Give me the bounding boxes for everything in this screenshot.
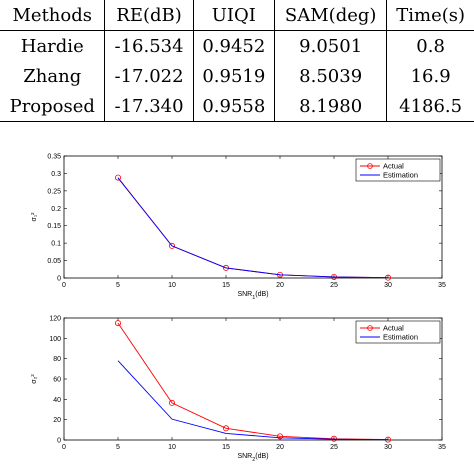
y-tick-label: 20 — [53, 417, 61, 424]
x-tick-label: 10 — [168, 444, 176, 451]
table-cell: 8.5039 — [274, 61, 387, 91]
x-tick-label: 30 — [384, 444, 392, 451]
x-tick-label: 30 — [384, 282, 392, 289]
data-point-actual — [168, 242, 175, 249]
table-cell: Zhang — [23, 65, 82, 87]
y-axis-title: σ₁² — [31, 212, 38, 222]
y-tick-label: 0.35 — [47, 154, 61, 161]
y-tick-label: 100 — [49, 336, 61, 343]
results-table: Methods RE(dB) UIQI SAM(deg) Time(s) Har… — [0, 0, 474, 122]
table-row: Hardie -16.534 0.9452 9.0501 0.8 — [0, 30, 474, 61]
series-line-estimation — [117, 177, 389, 279]
y-tick-label: 0.3 — [51, 171, 61, 178]
legend-box — [355, 158, 441, 182]
table-cell: -16.534 — [104, 30, 194, 61]
table-cell: -17.022 — [104, 61, 194, 91]
legend-label-actual: Actual — [383, 162, 404, 171]
variance-chart-snr2: 0 5 10 15 20 25 30 35 0 20 40 60 80 100 120 SNR2(dB) σ₂²… — [31, 316, 446, 464]
x-tick-label: 20 — [276, 444, 284, 451]
x-tick-label: 35 — [438, 444, 446, 451]
table-cell: 0.9519 — [192, 61, 275, 91]
table-cell: 4186.5 — [386, 91, 474, 122]
variance-chart-snr1: 0 5 10 15 20 25 30 35 0 0.05 0.1 0.15 0.2 0.25 0.3 0.35… — [31, 154, 446, 302]
data-point-actual — [115, 174, 122, 181]
x-tick-label: 10 — [168, 282, 176, 289]
data-point-actual — [222, 425, 229, 432]
x-axis-title: SNR2(dB) — [237, 453, 268, 463]
y-tick-label: 0.15 — [47, 223, 61, 230]
table-header-row: Methods RE(dB) UIQI SAM(deg) Time(s) — [0, 0, 474, 31]
header-time: Time(s) — [386, 0, 474, 31]
x-tick-label: 0 — [62, 282, 66, 289]
table-cell: 9.0501 — [274, 30, 387, 61]
series-line-estimation — [117, 360, 389, 441]
table-cell: Proposed — [0, 91, 105, 122]
table-cell: 0.9452 — [192, 30, 275, 61]
y-tick-label: 60 — [53, 377, 61, 384]
y-tick-label: 0.25 — [47, 188, 61, 195]
legend-marker-actual — [367, 163, 373, 169]
y-tick-label: 0.05 — [47, 258, 61, 265]
table-cell: 16.9 — [386, 61, 474, 91]
header-re: RE(dB) — [104, 0, 194, 31]
legend-label-estimation: Estimation — [383, 333, 418, 342]
y-tick-label: 80 — [53, 356, 61, 363]
legend-marker-actual — [367, 325, 373, 331]
y-tick-label: 120 — [49, 316, 61, 323]
header-methods: Methods — [0, 0, 105, 31]
y-tick-label: 40 — [53, 397, 61, 404]
table-cell: 0.8 — [386, 30, 474, 61]
x-tick-label: 0 — [62, 444, 66, 451]
table-cell: 8.1980 — [274, 91, 387, 122]
x-tick-label: 35 — [438, 282, 446, 289]
x-tick-label: 25 — [330, 444, 338, 451]
x-axis-title: SNR1(dB) — [237, 291, 268, 301]
y-tick-label: 0.1 — [51, 241, 61, 248]
y-axis-title: σ₂² — [31, 374, 38, 384]
x-tick-label: 5 — [116, 282, 120, 289]
x-tick-label: 20 — [276, 282, 284, 289]
x-tick-label: 15 — [222, 282, 230, 289]
table-cell: Hardie — [20, 35, 84, 57]
table-row: Zhang -17.022 0.9519 8.5039 16.9 — [0, 61, 474, 91]
y-tick-label: 0.2 — [51, 206, 61, 213]
x-tick-label: 15 — [222, 444, 230, 451]
y-tick-label: 0 — [57, 438, 61, 445]
legend-label-actual: Actual — [383, 324, 404, 333]
table-cell: -17.340 — [104, 91, 194, 122]
header-sam: SAM(deg) — [274, 0, 387, 31]
legend-box — [355, 320, 441, 344]
header-uiqi: UIQI — [192, 0, 275, 31]
legend-label-estimation: Estimation — [383, 171, 418, 180]
y-tick-label: 0 — [57, 276, 61, 283]
data-point-actual — [168, 399, 175, 406]
data-point-actual — [115, 320, 122, 327]
data-point-actual — [276, 433, 283, 440]
x-tick-label: 25 — [330, 282, 338, 289]
table-row: Proposed -17.340 0.9558 8.1980 4186.5 — [0, 91, 474, 122]
table-cell: 0.9558 — [192, 91, 275, 122]
x-tick-label: 5 — [116, 444, 120, 451]
